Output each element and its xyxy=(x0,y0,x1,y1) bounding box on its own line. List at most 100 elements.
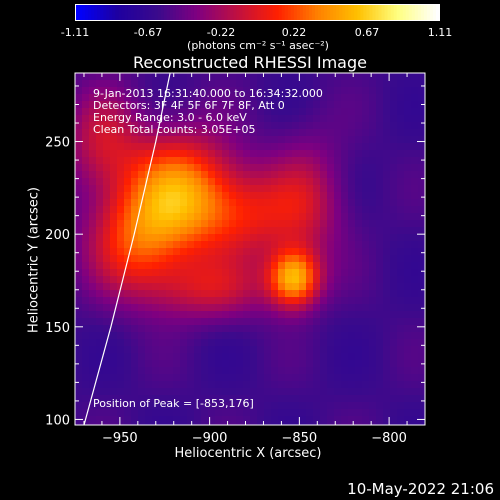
heatmap-cell xyxy=(75,283,83,291)
heatmap-cell xyxy=(348,311,356,319)
heatmap-cell xyxy=(383,367,391,375)
heatmap-cell xyxy=(257,360,265,368)
heatmap-cell xyxy=(383,360,391,368)
colorbar-segment xyxy=(363,5,367,20)
heatmap-cell xyxy=(138,325,146,333)
heatmap-cell xyxy=(299,269,307,277)
heatmap-cell xyxy=(236,213,244,221)
heatmap-cell xyxy=(362,220,370,228)
heatmap-cell xyxy=(306,290,314,298)
heatmap-cell xyxy=(236,388,244,396)
heatmap-cell xyxy=(82,171,90,179)
heatmap-cell xyxy=(208,150,216,158)
heatmap-cell xyxy=(362,360,370,368)
heatmap-cell xyxy=(383,332,391,340)
heatmap-cell xyxy=(369,381,377,389)
heatmap-cell xyxy=(236,234,244,242)
colorbar-segment xyxy=(193,5,198,20)
heatmap-cell xyxy=(82,339,90,347)
heatmap-cell xyxy=(201,178,209,186)
heatmap-cell xyxy=(201,248,209,256)
heatmap-cell xyxy=(397,185,405,193)
heatmap-cell xyxy=(250,395,258,403)
heatmap-cell xyxy=(341,402,349,410)
heatmap-cell xyxy=(285,101,293,109)
heatmap-cell xyxy=(390,388,398,396)
heatmap-cell xyxy=(124,402,132,410)
heatmap-cell xyxy=(208,87,216,95)
heatmap-cell xyxy=(418,150,425,158)
heatmap-cell xyxy=(215,423,223,425)
heatmap-cell xyxy=(243,416,251,424)
heatmap-cell xyxy=(320,94,328,102)
heatmap-cell xyxy=(327,318,335,326)
heatmap-cell xyxy=(348,374,356,382)
heatmap-cell xyxy=(89,129,97,137)
heatmap-cell xyxy=(278,353,286,361)
heatmap-cell xyxy=(250,115,258,123)
heatmap-cell xyxy=(159,220,167,228)
colorbar-segment xyxy=(342,5,346,20)
heatmap-cell xyxy=(334,381,342,389)
heatmap-cell xyxy=(285,311,293,319)
heatmap-cell xyxy=(257,255,265,263)
heatmap-cell xyxy=(369,276,377,284)
colorbar-segment xyxy=(414,5,419,20)
heatmap-cell xyxy=(152,206,160,214)
heatmap-cell xyxy=(362,346,370,354)
heatmap-cell xyxy=(404,339,412,347)
heatmap-cell xyxy=(152,409,160,417)
heatmap-cell xyxy=(292,262,300,270)
heatmap-cell xyxy=(187,353,195,361)
heatmap-cell xyxy=(208,353,216,361)
heatmap-cell xyxy=(82,367,90,375)
heatmap-cell xyxy=(292,220,300,228)
heatmap-cell xyxy=(404,206,412,214)
heatmap-cell xyxy=(236,416,244,424)
heatmap-cell xyxy=(362,388,370,396)
heatmap-cell xyxy=(215,367,223,375)
heatmap-cell xyxy=(376,157,384,165)
heatmap-cell xyxy=(369,325,377,333)
heatmap-cell xyxy=(341,255,349,263)
heatmap-cell xyxy=(418,192,425,200)
heatmap-cell xyxy=(369,80,377,88)
heatmap-cell xyxy=(124,304,132,312)
heatmap-cell xyxy=(306,374,314,382)
heatmap-cell xyxy=(369,192,377,200)
heatmap-cell xyxy=(348,402,356,410)
heatmap-cell xyxy=(390,339,398,347)
heatmap-cell xyxy=(348,143,356,151)
heatmap-cell xyxy=(250,136,258,144)
heatmap-cell xyxy=(117,185,125,193)
heatmap-cell xyxy=(376,248,384,256)
heatmap-cell xyxy=(173,255,181,263)
colorbar-segment xyxy=(314,5,319,20)
heatmap-cell xyxy=(418,171,425,179)
heatmap-cell xyxy=(390,150,398,158)
heatmap-cell xyxy=(404,220,412,228)
heatmap-cell xyxy=(131,381,139,389)
heatmap-cell xyxy=(124,80,132,88)
heatmap-cell xyxy=(264,290,272,298)
colorbar-segment xyxy=(163,5,168,20)
heatmap-cell xyxy=(138,304,146,312)
heatmap-cell xyxy=(117,87,125,95)
heatmap-cell xyxy=(257,136,265,144)
heatmap-cell xyxy=(89,94,97,102)
heatmap-cell xyxy=(82,220,90,228)
heatmap-cell xyxy=(236,318,244,326)
colorbar-segment xyxy=(378,5,383,20)
heatmap-cell xyxy=(117,374,125,382)
heatmap-cell xyxy=(418,220,425,228)
heatmap-cell xyxy=(152,143,160,151)
heatmap-cell xyxy=(110,241,118,249)
heatmap-cell xyxy=(208,101,216,109)
energy-range-text: Energy Range: 3.0 - 6.0 keV xyxy=(93,111,247,124)
heatmap-cell xyxy=(124,374,132,382)
heatmap-cell xyxy=(376,178,384,186)
heatmap-cell xyxy=(180,360,188,368)
heatmap-cell xyxy=(117,150,125,158)
heatmap-cell xyxy=(348,416,356,424)
heatmap-cell xyxy=(362,374,370,382)
